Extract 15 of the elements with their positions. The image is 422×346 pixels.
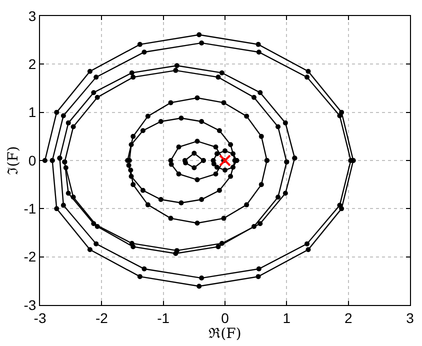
x-tick-label: 1	[282, 310, 291, 326]
y-tick-label: 3	[28, 8, 36, 24]
x-tick-label: 0	[221, 310, 230, 326]
x-tick-label: 3	[406, 310, 414, 326]
x-tick-label: -2	[95, 310, 108, 326]
y-tick-label: 2	[28, 56, 36, 72]
y-axis-title: ℑ(F)	[5, 146, 22, 175]
y-tick-label: 0	[28, 152, 36, 168]
x-tick-label: 2	[344, 310, 352, 326]
y-tick-label: -2	[24, 248, 36, 265]
y-tick-label: -3	[24, 296, 36, 313]
x-tick-label: -1	[157, 310, 170, 326]
y-tick-label: -1	[24, 200, 36, 217]
y-tick-label: 1	[28, 104, 36, 120]
x-axis-title: ℜ(F)	[208, 326, 242, 342]
